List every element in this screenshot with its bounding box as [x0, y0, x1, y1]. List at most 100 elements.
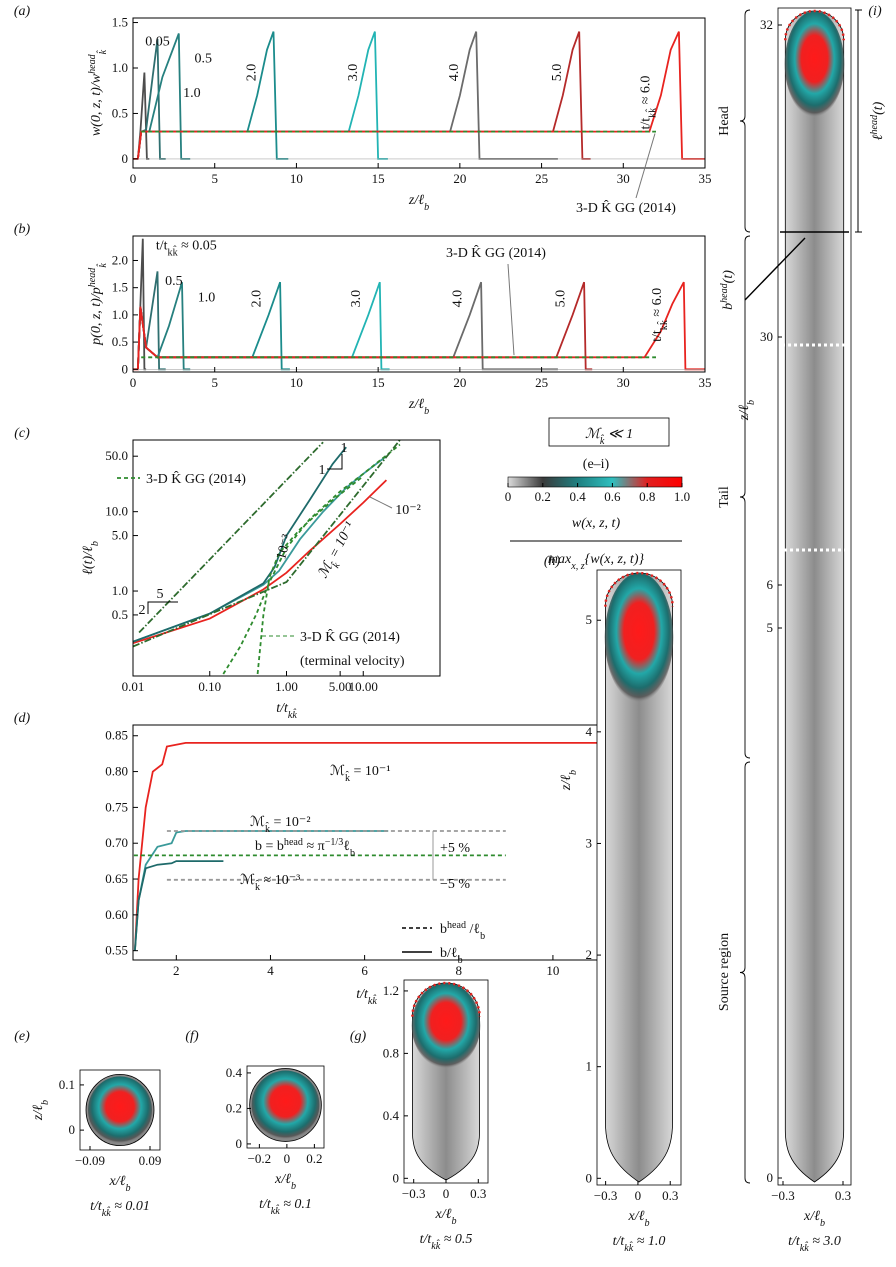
text-part: kk̂ [288, 708, 297, 721]
text-part: b [458, 955, 463, 966]
y-axis-label: ℓ(t)/ℓb [81, 541, 101, 575]
text-part: = 10⁻¹ [325, 520, 358, 564]
slope-triangle [327, 454, 343, 470]
x-tick-label: 5 [211, 375, 218, 390]
y-tick-label: 1.5 [112, 280, 128, 295]
width-label: bhead(t) [719, 270, 737, 310]
series-label: ℳk̂ = 10⁻² [250, 815, 311, 835]
y-tick-label: 1.0 [112, 60, 128, 75]
x-tick-label: 5 [211, 171, 218, 186]
text-part: ℓ [343, 839, 350, 854]
x-tick-label: 30 [617, 171, 630, 186]
panel-label: (g) [350, 1029, 367, 1044]
text-part: z/ℓ [31, 1105, 46, 1121]
text-part: k̂ [345, 770, 351, 783]
text-part: (t) [871, 101, 886, 115]
text-part: b = b [255, 839, 284, 854]
text-part: b [644, 1218, 649, 1229]
series-label: t/tkk̂ ≈ 0.05 [156, 239, 217, 259]
image-frame [246, 1065, 325, 1149]
x-tick-label: 15 [372, 171, 385, 186]
text-part: b [424, 406, 429, 417]
text-part: kk̂ [271, 1204, 280, 1217]
y-tick-label: 0.80 [105, 764, 128, 779]
legend-label: 3-D K̂ GG (2014) [146, 470, 246, 487]
series-label: 3-D K̂ GG (2014) [300, 628, 400, 645]
text-part: t/t [356, 987, 369, 1002]
legend-label: b/ℓb [440, 946, 463, 966]
series-label: 10⁻² [395, 503, 421, 518]
series-label: 4.0 [450, 290, 465, 308]
text-part: k̂ [265, 821, 271, 834]
y-tick-label: 2 [586, 947, 593, 962]
colorbar-tick-label: 0.4 [569, 489, 586, 504]
series-label: 2.0 [245, 64, 260, 82]
text-part: z/ℓ [408, 397, 424, 412]
x-tick-label: 10.00 [349, 679, 378, 694]
text-part: x/ℓ [435, 1207, 452, 1222]
y-axis-label: p(0, z, t)/pheadk̂ [87, 263, 109, 346]
pointer [744, 237, 806, 301]
colorbar-label: maxx, z{w(x, z, t)} [548, 552, 645, 572]
x-tick-label: −0.09 [75, 1153, 105, 1168]
text-part: ≈ 3.0 [809, 1234, 841, 1249]
plot-frame [132, 235, 706, 373]
series-line [256, 475, 364, 675]
series-label: 5.0 [550, 64, 565, 82]
series-label: 5.0 [553, 290, 568, 308]
text-part: ≈ π [303, 839, 325, 854]
text-part: max [548, 552, 572, 567]
text-part: head [284, 837, 303, 848]
y-tick-label: 0.5 [112, 607, 128, 622]
text-part: ≪ 1 [604, 427, 633, 442]
text-part: b [424, 202, 429, 213]
plume-body [605, 572, 673, 1183]
region-label: Source region [717, 933, 732, 1011]
region-label: Tail [717, 486, 732, 508]
series-label: 0.5 [195, 52, 213, 67]
y-tick-label: 1.2 [383, 983, 399, 998]
text-part: kk̂ [368, 994, 377, 1007]
text-part: (t) [721, 270, 736, 284]
x-tick-label: 0 [635, 1188, 642, 1203]
series-label: 1.0 [198, 290, 216, 305]
text-part: kk̂ [656, 319, 669, 330]
text-part: head [869, 114, 880, 135]
caption: t/tkk̂ ≈ 0.1 [259, 1197, 312, 1217]
y-tick-label: 0.1 [59, 1077, 75, 1092]
series-line [133, 440, 401, 648]
text-part: k̂ [96, 263, 109, 268]
y-tick-label: 30 [760, 329, 773, 344]
text-part: x/ℓ [628, 1209, 645, 1224]
text-part: {w(x, z, t)} [585, 552, 645, 567]
text-part: kk̂ [168, 245, 179, 258]
x-tick-label: 2 [173, 963, 180, 978]
caption: t/tkk̂ ≈ 0.01 [90, 1199, 150, 1219]
y-tick-label: 1.5 [112, 15, 128, 30]
series-line [137, 281, 191, 371]
series-label: ℳk̂ = 10⁻¹ [316, 520, 362, 583]
text-part: ≈ 6.0 [638, 76, 653, 108]
x-tick-label: 0 [130, 375, 137, 390]
series-label: 10⁻³ [274, 533, 295, 562]
text-part: ≈ 0.01 [111, 1199, 150, 1214]
series-label: t/tkk̂ ≈ 6.0 [650, 288, 670, 342]
axis-break [774, 343, 855, 552]
text-part: b [90, 541, 101, 546]
y-tick-label: 0.5 [112, 105, 128, 120]
y-tick-label: 0.5 [112, 334, 128, 349]
series-line [133, 31, 705, 160]
text-part: −1/3 [325, 837, 344, 848]
text-part: kk̂ [645, 107, 658, 118]
y-tick-label: 50.0 [105, 448, 128, 463]
y-tick-label: 0.55 [105, 943, 128, 958]
brace [739, 235, 751, 759]
colorbar-tick-label: 1.0 [674, 489, 690, 504]
pointer [369, 496, 393, 509]
y-tick-label: 0 [122, 361, 129, 376]
x-tick-label: 35 [699, 171, 712, 186]
x-tick-label: 4 [267, 963, 274, 978]
slope-label: 1 [319, 463, 326, 478]
